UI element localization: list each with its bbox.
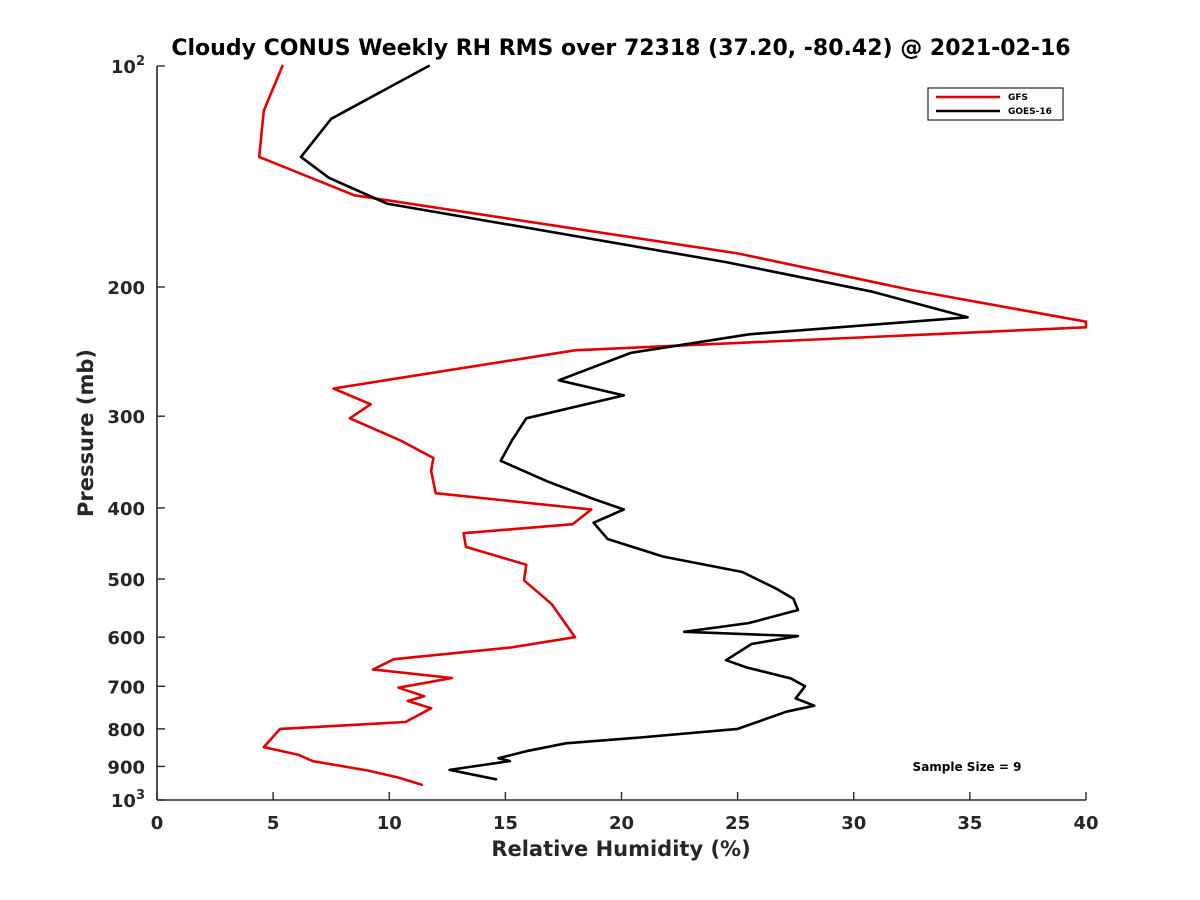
x-tick-label: 5 <box>267 813 280 834</box>
legend-label: GFS <box>1008 93 1028 103</box>
sample-size-annotation: Sample Size = 9 <box>913 760 1022 774</box>
x-tick-label: 25 <box>725 813 750 834</box>
x-tick-label: 20 <box>609 813 634 834</box>
y-axis-label: Pressure (mb) <box>74 349 98 517</box>
y-tick-label: 103 <box>111 788 145 812</box>
y-tick-label: 900 <box>107 757 145 778</box>
x-tick-label: 40 <box>1073 813 1098 834</box>
y-tick-label: 600 <box>107 628 145 649</box>
x-axis: 0 5 10 15 20 25 30 35 40 <box>151 792 1099 834</box>
series-line-goes-16 <box>299 64 969 781</box>
x-tick-label: 30 <box>841 813 866 834</box>
legend: GFS GOES-16 <box>927 87 1064 121</box>
y-axis: 102 200 300 400 500 600 700 800 900 103 <box>107 54 165 812</box>
y-tick-label: 200 <box>107 278 145 299</box>
y-tick-label: 102 <box>111 54 145 78</box>
y-tick-label: 400 <box>107 499 145 520</box>
x-axis-label: Relative Humidity (%) <box>491 837 750 861</box>
y-tick-label: 500 <box>107 570 145 591</box>
series-line-gfs <box>257 64 1088 787</box>
x-tick-label: 35 <box>957 813 982 834</box>
legend-box <box>927 87 1064 121</box>
plot-lines <box>257 64 1088 787</box>
x-tick-label: 15 <box>493 813 518 834</box>
chart-title: Cloudy CONUS Weekly RH RMS over 72318 (3… <box>171 36 1070 61</box>
y-tick-label: 300 <box>107 407 145 428</box>
legend-label: GOES-16 <box>1008 107 1052 117</box>
y-tick-label: 800 <box>107 720 145 741</box>
x-tick-label: 10 <box>377 813 402 834</box>
x-tick-label: 0 <box>151 813 164 834</box>
y-tick-label: 700 <box>107 677 145 698</box>
